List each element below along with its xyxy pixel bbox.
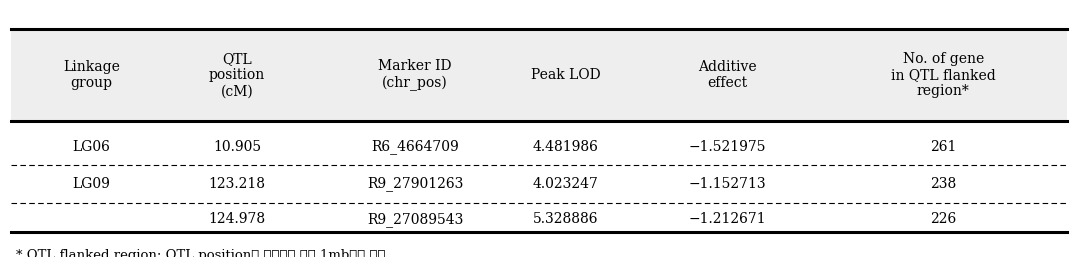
Text: Linkage
group: Linkage group (64, 60, 120, 90)
Text: R9_27089543: R9_27089543 (367, 212, 464, 227)
Text: −1.521975: −1.521975 (689, 140, 766, 154)
Text: Marker ID
(chr_pos): Marker ID (chr_pos) (378, 59, 452, 91)
Text: Peak LOD: Peak LOD (531, 68, 600, 82)
Text: 226: 226 (930, 212, 956, 226)
Text: 4.481986: 4.481986 (533, 140, 599, 154)
Text: No. of gene
in QTL flanked
region*: No. of gene in QTL flanked region* (890, 52, 996, 98)
Text: 124.978: 124.978 (209, 212, 265, 226)
Text: 238: 238 (930, 177, 956, 190)
Text: LG06: LG06 (72, 140, 111, 154)
Text: QTL
position
(cM): QTL position (cM) (209, 52, 265, 98)
Text: −1.152713: −1.152713 (689, 177, 766, 190)
Text: 123.218: 123.218 (209, 177, 265, 190)
Text: −1.212671: −1.212671 (689, 212, 766, 226)
Text: R6_4664709: R6_4664709 (371, 139, 459, 154)
Text: 261: 261 (930, 140, 956, 154)
FancyBboxPatch shape (11, 29, 1067, 121)
Text: Additive
effect: Additive effect (699, 60, 757, 90)
Text: * QTL flanked region: QTL position을 기준으로 양쪽 1mb씩을 말함.: * QTL flanked region: QTL position을 기준으로… (16, 249, 390, 257)
Text: LG09: LG09 (72, 177, 111, 190)
Text: 5.328886: 5.328886 (534, 212, 598, 226)
Text: 10.905: 10.905 (213, 140, 261, 154)
Text: 4.023247: 4.023247 (533, 177, 599, 190)
Text: R9_27901263: R9_27901263 (367, 176, 464, 191)
